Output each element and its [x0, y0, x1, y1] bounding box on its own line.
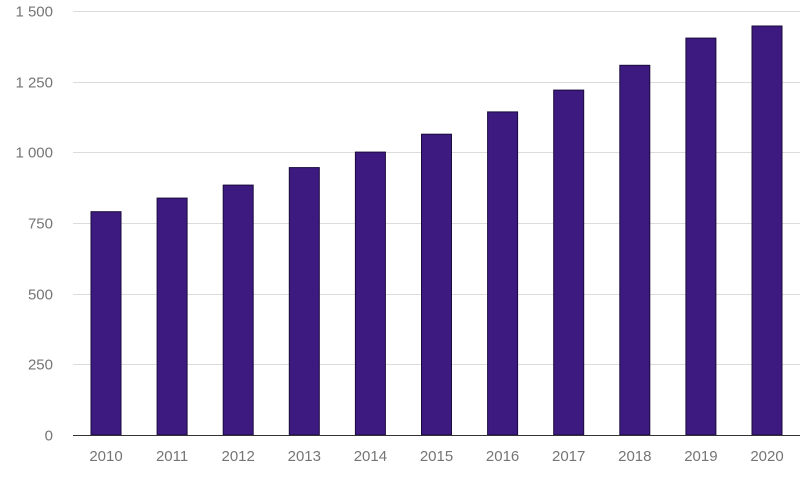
x-tick-label: 2011	[156, 448, 188, 465]
bar-2015	[421, 133, 452, 436]
bar-2012	[222, 184, 254, 436]
y-tick-label: 1 250	[15, 75, 53, 92]
y-tick-labels: 0 250 500 750 1 000 1 250 1 500	[15, 4, 53, 445]
x-tick-label: 2010	[89, 448, 122, 465]
bar-2017	[553, 89, 585, 436]
bar-2016	[487, 111, 519, 436]
bar-2010	[90, 211, 122, 436]
y-tick-label: 1 500	[15, 4, 53, 21]
x-tick-label: 2019	[684, 448, 717, 465]
x-tick-label: 2017	[552, 448, 585, 465]
x-tick-label: 2012	[222, 448, 255, 465]
y-tick-label: 500	[28, 287, 53, 304]
bar-2020	[751, 25, 783, 436]
bar-2018	[619, 64, 651, 436]
x-tick-label: 2016	[486, 448, 519, 465]
y-tick-label: 0	[45, 428, 53, 445]
y-tick-label: 250	[28, 357, 53, 374]
y-tick-label: 1 000	[15, 145, 53, 162]
x-tick-label: 2014	[354, 448, 387, 465]
x-tick-labels: 2010 2011 2012 2013 2014 2015 2016 2017 2018 2019…	[89, 448, 783, 465]
x-tick-label: 2015	[420, 448, 453, 465]
x-tick-label: 2020	[750, 448, 783, 465]
bar-2019	[685, 37, 717, 436]
bar-2013	[288, 167, 320, 436]
bar-2014	[354, 151, 386, 436]
x-tick-label: 2013	[288, 448, 321, 465]
bar-2011	[156, 197, 188, 436]
x-tick-label: 2018	[618, 448, 651, 465]
y-tick-label: 750	[28, 216, 53, 233]
bars	[90, 25, 783, 436]
